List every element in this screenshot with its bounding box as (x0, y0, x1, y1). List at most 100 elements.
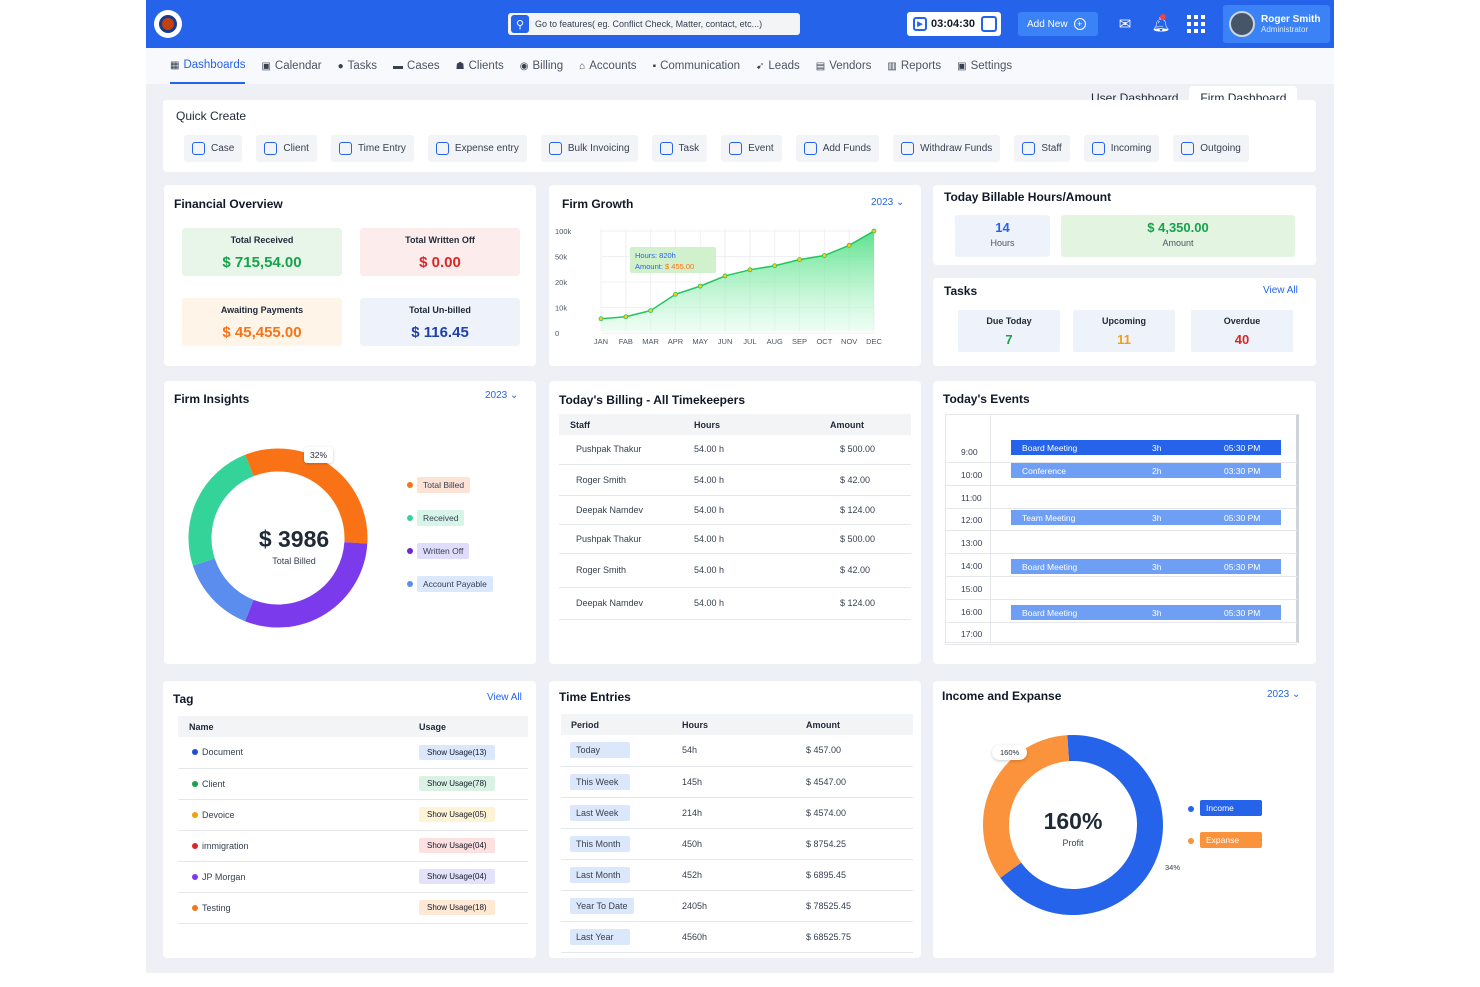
user-menu[interactable]: Roger Smith Administrator (1223, 5, 1330, 43)
calendar-time-row: 11:00 (945, 486, 1297, 509)
data-point (871, 228, 877, 234)
tag-row[interactable]: Testing Show Usage(18) (178, 892, 528, 924)
quick-create-withdraw-funds-button[interactable]: Withdraw Funds (893, 135, 1001, 162)
todays-events-title: Today's Events (943, 392, 1030, 406)
quick-create-time-entry-button[interactable]: Time Entry (330, 135, 414, 162)
tasks-view-all-link[interactable]: View All (1263, 285, 1298, 296)
table-row[interactable]: Deepak Namdev 54.00 h $ 124.00 (559, 587, 911, 620)
due-today-box[interactable]: Due Today 7 (958, 310, 1060, 352)
tag-title: Tag (173, 692, 194, 706)
show-usage-button[interactable]: Show Usage(78) (419, 776, 495, 791)
quick-create-add-funds-button[interactable]: Add Funds (795, 135, 880, 162)
calendar-time-label: 9:00 (961, 447, 978, 457)
table-row[interactable]: Last Week 214h $ 4574.00 (561, 797, 913, 829)
table-row[interactable]: Pushpak Thakur 54.00 h $ 500.00 (559, 524, 911, 554)
quick-create-staff-button[interactable]: Staff (1014, 135, 1070, 162)
nav-item-tasks[interactable]: ● Tasks (338, 48, 377, 84)
quick-create-bulk-invoicing-button[interactable]: Bulk Invoicing (540, 135, 638, 162)
show-usage-button[interactable]: Show Usage(04) (419, 869, 495, 884)
nav-item-cases[interactable]: ▬ Cases (393, 48, 440, 84)
income-slice-0 (1000, 735, 1163, 915)
app-logo[interactable] (154, 10, 182, 38)
nav-item-accounts[interactable]: ⌂ Accounts (579, 48, 636, 84)
table-row[interactable]: Year To Date 2405h $ 78525.45 (561, 890, 913, 922)
table-row[interactable]: Roger Smith 54.00 h $ 42.00 (559, 553, 911, 588)
tag-usage-cell: Show Usage(78) (419, 768, 528, 800)
tag-row[interactable]: Client Show Usage(78) (178, 768, 528, 800)
quick-create-client-button[interactable]: Client (256, 135, 317, 162)
total-written-off-label: Total Written Off (405, 235, 475, 245)
total-unbilled-label: Total Un-billed (409, 305, 471, 315)
mail-icon[interactable]: ✉ (1118, 16, 1132, 33)
show-usage-button[interactable]: Show Usage(05) (419, 807, 495, 822)
legend-item[interactable]: Total Billed (417, 477, 471, 493)
chevron-down-icon: ⌄ (510, 390, 519, 401)
tag-name-cell: Testing (178, 892, 419, 924)
growth-area (601, 231, 874, 331)
firm-growth-year-select[interactable]: 2023 ⌄ (871, 197, 904, 208)
show-usage-button[interactable]: Show Usage(13) (419, 744, 495, 760)
nav-item-communication[interactable]: ▪ Communication (653, 48, 740, 84)
quick-create-expense-entry-button[interactable]: Expense entry (427, 135, 527, 162)
quick-create-label: Time Entry (357, 143, 406, 154)
nav-item-leads[interactable]: ➹ Leads (756, 48, 800, 84)
events-calendar[interactable] (945, 414, 1299, 643)
upcoming-box[interactable]: Upcoming 11 (1073, 310, 1175, 352)
due-today-label: Due Today (986, 316, 1032, 326)
table-row[interactable]: This Month 450h $ 8754.25 (561, 828, 913, 860)
table-row[interactable]: Last Month 452h $ 6895.45 (561, 859, 913, 891)
tag-row[interactable]: Document Show Usage(13) (178, 737, 528, 769)
event-name: Team Meeting (1022, 512, 1076, 523)
overdue-box[interactable]: Overdue 40 (1191, 310, 1293, 352)
nav-item-dashboards[interactable]: ▦ Dashboards (170, 48, 246, 84)
table-row[interactable]: Last Year 4560h $ 68525.75 (561, 921, 913, 953)
legend-item[interactable]: Written Off (417, 543, 470, 559)
add-new-button[interactable]: Add New + (1018, 12, 1098, 36)
table-cell: 54.00 h (694, 587, 830, 620)
quick-create-event-button[interactable]: Event (721, 135, 782, 162)
tag-row[interactable]: Devoice Show Usage(05) (178, 799, 528, 831)
quick-create-task-button[interactable]: Task (651, 135, 708, 162)
quick-create-case-button[interactable]: Case (184, 135, 243, 162)
quick-create-incoming-button[interactable]: Incoming (1083, 135, 1160, 162)
x-tick-label: JAN (594, 337, 608, 346)
bell-icon[interactable]: 🔔︎ (1151, 16, 1171, 33)
apps-grid-icon[interactable] (1187, 15, 1205, 33)
table-row[interactable]: Roger Smith 54.00 h $ 42.00 (559, 464, 911, 496)
table-row[interactable]: Today 54h $ 457.00 (561, 735, 913, 767)
legend-item[interactable]: Received (417, 510, 465, 526)
nav-item-calendar[interactable]: ▣ Calendar (261, 48, 321, 84)
legend-item[interactable]: Expanse (1200, 832, 1262, 848)
timer-play-icon[interactable]: ▶ (913, 17, 927, 31)
legend-item[interactable]: Account Payable (417, 576, 493, 592)
firm-insights-year-select[interactable]: 2023 ⌄ (485, 390, 518, 401)
show-usage-button[interactable]: Show Usage(04) (419, 838, 495, 853)
timer-clock-icon[interactable] (981, 16, 998, 32)
calendar-event[interactable]: Board Meeting 3h 05:30 PM (1011, 559, 1281, 574)
tag-row[interactable]: JP Morgan Show Usage(04) (178, 861, 528, 893)
nav-item-label: Vendors (829, 60, 872, 72)
nav-item-billing[interactable]: ◉ Billing (520, 48, 563, 84)
nav-item-reports[interactable]: ▥ Reports (887, 48, 941, 84)
calendar-event[interactable]: Conference 2h 03:30 PM (1011, 463, 1281, 478)
calendar-event[interactable]: Board Meeting 3h 05:30 PM (1011, 605, 1281, 620)
table-row[interactable]: This Week 145h $ 4547.00 (561, 766, 913, 798)
timer-widget[interactable]: ▶ 03:04:30 (907, 12, 1001, 36)
calendar-event[interactable]: Team Meeting 3h 05:30 PM (1011, 510, 1281, 525)
nav-item-vendors[interactable]: ▤ Vendors (816, 48, 872, 84)
tag-row[interactable]: immigration Show Usage(04) (178, 830, 528, 862)
tag-view-all-link[interactable]: View All (487, 692, 522, 703)
income-center-label: Profit (1062, 838, 1084, 848)
legend-item[interactable]: Income (1200, 800, 1262, 816)
quick-create-outgoing-button[interactable]: Outgoing (1173, 135, 1249, 162)
tag-color-dot (192, 780, 198, 787)
nav-item-clients[interactable]: ☗ Clients (456, 48, 504, 84)
income-year-select[interactable]: 2023 ⌄ (1267, 689, 1300, 700)
table-row[interactable]: Pushpak Thakur 54.00 h $ 500.00 (559, 435, 911, 465)
table-row[interactable]: Deepak Namdev 54.00 h $ 124.00 (559, 495, 911, 525)
chevron-down-icon: ⌄ (896, 197, 905, 208)
show-usage-button[interactable]: Show Usage(18) (419, 900, 495, 915)
calendar-event[interactable]: Board Meeting 3h 05:30 PM (1011, 440, 1281, 455)
search-input[interactable]: ⚲ Go to features( eg. Conflict Check, Ma… (508, 13, 800, 35)
nav-item-settings[interactable]: ▣ Settings (957, 48, 1012, 84)
